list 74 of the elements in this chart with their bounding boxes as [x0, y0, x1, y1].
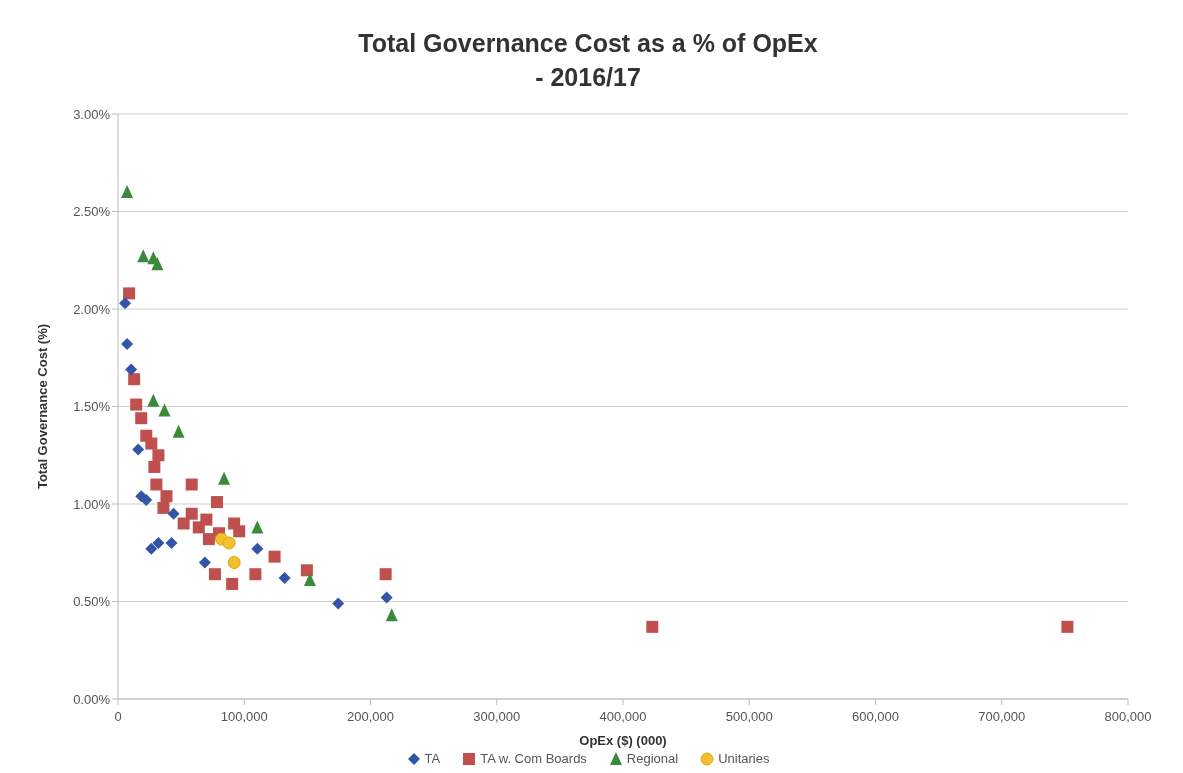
point [150, 478, 163, 491]
legend-label: TA [424, 751, 441, 766]
point [227, 556, 241, 569]
point [160, 490, 173, 503]
point [251, 520, 264, 534]
point [125, 363, 138, 376]
point [185, 478, 198, 491]
point [185, 507, 198, 520]
x-tick-label: 400,000 [599, 709, 647, 724]
point [646, 620, 659, 633]
point [151, 257, 164, 271]
point [303, 573, 316, 587]
point [380, 591, 393, 604]
x-tick-label: 100,000 [220, 709, 268, 724]
point [210, 496, 223, 509]
point [147, 393, 160, 407]
point [233, 525, 246, 538]
point [222, 536, 236, 550]
x-tick-label: 500,000 [725, 709, 773, 724]
point [385, 608, 398, 622]
legend-label: TA w. Com Boards [480, 751, 587, 766]
point [140, 494, 153, 507]
point [249, 568, 262, 581]
y-tick-label: 0.50% [73, 594, 111, 610]
point [198, 556, 211, 569]
point [218, 471, 231, 485]
point [177, 517, 190, 530]
x-tick-label: 300,000 [473, 709, 521, 724]
chart-title: Total Governance Cost as a % of OpEx - 2016/17 [357, 28, 819, 93]
point [123, 287, 136, 300]
point [128, 373, 141, 386]
y-tick-label: 1.50% [73, 399, 111, 415]
x-axis-title: OpEx ($) (000) [579, 733, 667, 748]
point [132, 443, 145, 456]
point [152, 449, 165, 462]
point [208, 568, 221, 581]
point [165, 537, 178, 549]
point [278, 572, 291, 585]
point [158, 403, 171, 417]
point [200, 513, 213, 526]
y-tick-label: 0.00% [73, 691, 111, 707]
point [202, 533, 215, 546]
point [137, 249, 150, 263]
y-tick-label: 2.00% [73, 301, 111, 317]
point [251, 542, 264, 555]
point [1061, 620, 1074, 633]
y-tick-label: 3.00% [73, 106, 111, 122]
point [379, 568, 392, 581]
point [300, 564, 313, 577]
point [121, 185, 134, 198]
point [148, 460, 161, 473]
point [121, 338, 134, 351]
point [172, 424, 185, 438]
y-axis-title: Total Governance Cost (%) [34, 323, 50, 490]
point [145, 437, 158, 450]
point [167, 507, 180, 520]
x-tick-label: 0 [114, 709, 122, 724]
y-tick-label: 2.50% [73, 204, 111, 220]
x-tick-label: 200,000 [347, 709, 394, 724]
point [130, 398, 143, 411]
legend-label: Unitaries [718, 751, 770, 766]
point [145, 542, 158, 555]
x-tick-label: 600,000 [852, 709, 899, 724]
point [268, 550, 281, 563]
y-tick-label: 1.00% [73, 496, 111, 512]
point [332, 597, 345, 610]
point [157, 501, 170, 514]
point [152, 537, 165, 549]
x-tick-label: 700,000 [978, 709, 1026, 724]
x-tick-label: 800,000 [1104, 709, 1152, 724]
point [135, 412, 148, 425]
legend-label: Regional [626, 751, 679, 766]
point [226, 577, 239, 590]
point [119, 297, 132, 310]
